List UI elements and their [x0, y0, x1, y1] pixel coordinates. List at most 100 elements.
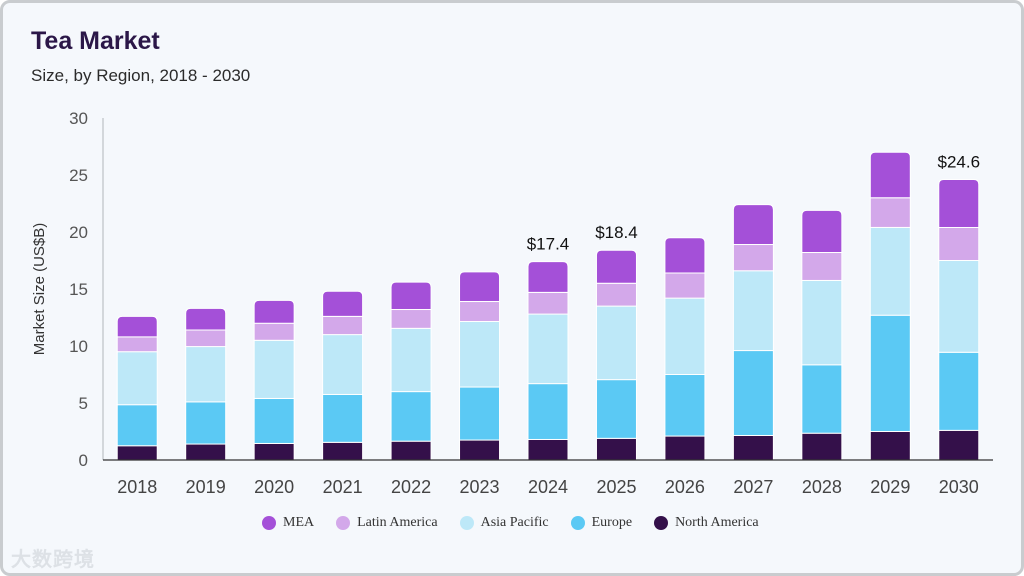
bar-segment-mea	[322, 290, 364, 317]
bar-segment-europe	[732, 350, 774, 436]
y-tick-label: 20	[69, 223, 88, 242]
bar-segment-mea	[390, 281, 432, 311]
bar-segment-north-america	[390, 440, 432, 461]
bar-segment-mea	[185, 307, 227, 331]
bar-segment-europe	[664, 374, 706, 437]
legend-item[interactable]: Asia Pacific	[459, 515, 549, 531]
bar-segment-latin-america	[664, 272, 706, 299]
x-tick-label: 2021	[323, 477, 363, 497]
bar-segment-latin-america	[732, 244, 774, 272]
watermark: 大数跨境	[11, 549, 95, 571]
bar-segment-north-america	[116, 445, 158, 461]
data-label: $18.4	[595, 223, 638, 242]
x-tick-label: 2023	[460, 477, 500, 497]
bar-segment-north-america	[801, 432, 843, 461]
bar-segment-asia-pacific	[801, 279, 843, 366]
bar-segment-latin-america	[322, 315, 364, 336]
bar-segment-mea	[595, 249, 637, 284]
x-tick-label: 2025	[596, 477, 636, 497]
legend-swatch-icon	[654, 516, 669, 530]
bar-segment-north-america	[459, 439, 501, 461]
bar-segment-latin-america	[459, 301, 501, 322]
y-tick-label: 15	[69, 280, 88, 299]
bar-segment-latin-america	[938, 226, 980, 262]
bar-segment-asia-pacific	[595, 305, 637, 381]
bar-segment-europe	[801, 364, 843, 434]
bar-segment-north-america	[732, 434, 774, 461]
x-tick-label: 2030	[939, 477, 979, 497]
bar-segment-mea	[938, 179, 980, 228]
bar-segment-europe	[116, 404, 158, 447]
bar-segment-europe	[322, 393, 364, 443]
legend-swatch-icon	[459, 516, 474, 530]
x-tick-label: 2019	[186, 477, 226, 497]
bar-segment-asia-pacific	[390, 327, 432, 393]
legend-item[interactable]: MEA	[262, 515, 314, 531]
x-tick-label: 2018	[117, 477, 157, 497]
bar-segment-asia-pacific	[869, 226, 911, 316]
bar-segment-mea	[664, 237, 706, 274]
bar-segment-mea	[732, 204, 774, 246]
legend-item[interactable]: North America	[654, 515, 759, 531]
bar-segment-asia-pacific	[253, 339, 295, 399]
legend-swatch-icon	[336, 516, 351, 530]
y-tick-label: 0	[79, 451, 88, 470]
bar-segment-latin-america	[869, 197, 911, 228]
y-axis-label: Market Size (US$B)	[31, 223, 48, 356]
bar-segment-latin-america	[527, 291, 569, 315]
bar-segment-europe	[938, 351, 980, 431]
bar-segment-asia-pacific	[459, 320, 501, 388]
x-tick-label: 2020	[254, 477, 294, 497]
bar-segment-europe	[869, 314, 911, 432]
legend-label: Europe	[591, 515, 633, 530]
bar-segment-north-america	[527, 438, 569, 461]
bar-segment-mea	[459, 271, 501, 303]
bar-segment-latin-america	[390, 309, 432, 329]
x-tick-label: 2027	[733, 477, 773, 497]
legend-swatch-icon	[570, 516, 585, 530]
x-tick-label: 2029	[870, 477, 910, 497]
bar-segment-europe	[459, 386, 501, 441]
y-tick-label: 25	[69, 166, 88, 185]
legend-item[interactable]: Europe	[570, 515, 633, 531]
bar-segment-north-america	[595, 437, 637, 461]
x-tick-label: 2024	[528, 477, 568, 497]
legend-label: MEA	[283, 515, 315, 530]
x-tick-label: 2022	[391, 477, 431, 497]
bar-segment-mea	[801, 209, 843, 254]
bar-segment-north-america	[664, 435, 706, 461]
y-tick-label: 10	[69, 337, 88, 356]
bar-segment-north-america	[322, 441, 364, 461]
bar-segment-latin-america	[801, 252, 843, 281]
bar-segment-europe	[390, 391, 432, 442]
data-label: $24.6	[937, 153, 980, 172]
legend-label: Latin America	[357, 515, 438, 530]
bar-segment-asia-pacific	[664, 297, 706, 375]
bar-segment-mea	[527, 261, 569, 293]
bar-segment-latin-america	[116, 336, 158, 353]
bar-segment-europe	[527, 383, 569, 440]
bar-segment-asia-pacific	[527, 313, 569, 385]
bar-segment-asia-pacific	[732, 270, 774, 352]
bar-segment-asia-pacific	[116, 351, 158, 406]
x-tick-label: 2028	[802, 477, 842, 497]
y-tick-label: 30	[69, 109, 88, 128]
bar-segment-north-america	[869, 431, 911, 461]
bar-segment-europe	[185, 401, 227, 445]
bar-segment-europe	[253, 397, 295, 444]
chart-title: Tea Market	[31, 27, 160, 55]
legend-swatch-icon	[262, 516, 276, 530]
bar-segment-asia-pacific	[938, 260, 980, 353]
bar-segment-mea	[869, 151, 911, 199]
bar-segment-latin-america	[185, 329, 227, 348]
legend-label: North America	[675, 515, 759, 530]
bar-segment-mea	[116, 315, 158, 338]
x-tick-label: 2026	[665, 477, 705, 497]
bar-segment-latin-america	[595, 282, 637, 307]
bar-segment-north-america	[185, 443, 227, 461]
bar-segment-north-america	[938, 429, 980, 461]
legend-item[interactable]: Latin America	[336, 515, 438, 531]
bar-segment-europe	[595, 379, 637, 439]
